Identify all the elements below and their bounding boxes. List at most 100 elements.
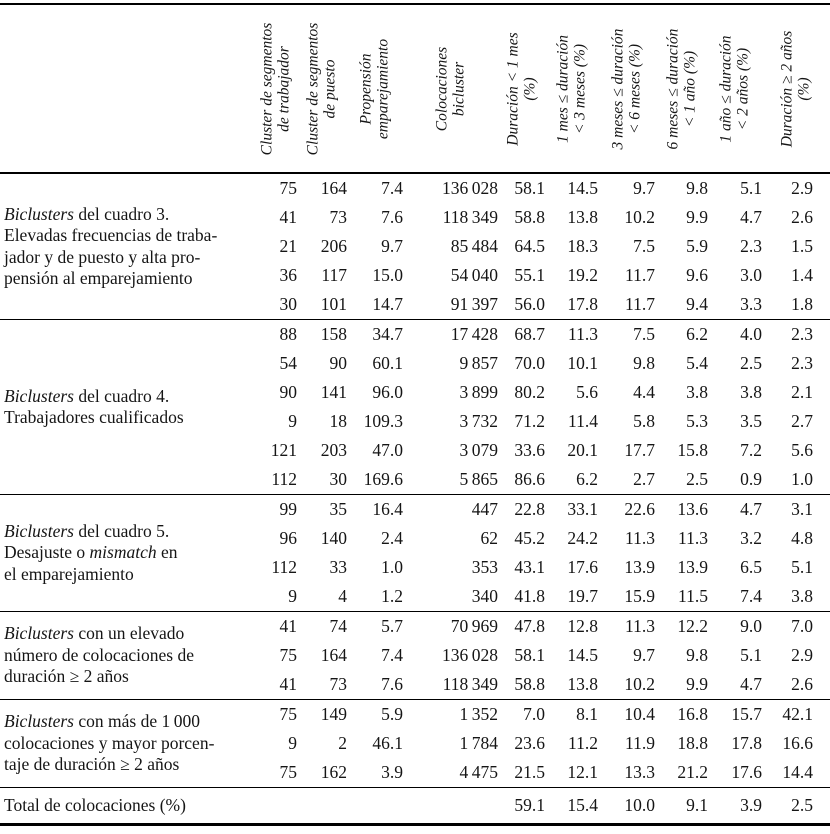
- cell-duracion-1-2anos: 9.0: [740, 616, 762, 636]
- cell-duracion-ge-2anos: 2.7: [791, 411, 813, 431]
- cell-colocaciones-bicluster: 447: [471, 499, 498, 519]
- cell-duracion-1-2anos: 15.7: [731, 704, 762, 724]
- cell-cluster-trabajador: 90: [279, 382, 298, 402]
- cell-duracion-3-6meses: 7.5: [633, 324, 655, 344]
- cell-cluster-trabajador: 30: [279, 294, 298, 314]
- total-label: Total de colocaciones (%): [4, 794, 186, 815]
- header-line: (%): [520, 76, 538, 101]
- cell-duracion-1-2anos: 3.3: [740, 294, 762, 314]
- cell-colocaciones-bicluster: 54 040: [450, 265, 498, 285]
- cell-duracion-6meses-1ano: 2.5: [686, 469, 708, 489]
- cell-cluster-trabajador: 75: [279, 178, 298, 198]
- rotated-header-text: Duración ≥ 2 años (%): [779, 9, 813, 169]
- cell-cluster-trabajador: 36: [279, 265, 298, 285]
- table-row: 54 90 60.1 9 857 70.0 10.1 9.8 5.4 2.5 2.3: [0, 349, 830, 378]
- rotated-header-text: Duración < 1 mes (%): [504, 9, 538, 169]
- cell-duracion-lt-1mes: 22.8: [514, 499, 545, 519]
- header-line: emparejamiento: [374, 38, 391, 139]
- cell-duracion-6meses-1ano: 9.6: [686, 265, 708, 285]
- cell-colocaciones-bicluster: 340: [471, 586, 498, 606]
- cell-duracion-6meses-1ano: 13.6: [677, 499, 708, 519]
- rotated-header-text: 1 mes ≤ duración < 3 meses (%): [554, 9, 588, 169]
- cell-duracion-1-3meses: 19.7: [567, 586, 598, 606]
- cell-duracion-3-6meses: 9.8: [633, 353, 655, 373]
- cell-duracion-1-2anos: 2.5: [740, 353, 762, 373]
- cell-cluster-puesto: 164: [320, 178, 347, 198]
- cell-cluster-puesto: 33: [329, 557, 348, 577]
- cell-cluster-puesto: 164: [320, 645, 347, 665]
- column-header-duracion-6meses-1ano: 6 meses ≤ duración < 1 año (%): [655, 4, 708, 173]
- cell-cluster-puesto: 74: [329, 616, 348, 636]
- cell-propension-emparejamiento: 2.4: [381, 528, 403, 548]
- cell-duracion-1-2anos: 0.9: [740, 469, 762, 489]
- cell-propension-emparejamiento: 34.7: [372, 324, 403, 344]
- table-row: 30 101 14.7 91 397 56.0 17.8 11.7 9.4 3.3 1.8: [0, 290, 830, 320]
- cell-duracion-6meses-1ano: 9.4: [686, 294, 708, 314]
- column-header-cluster-puesto: Cluster de segmentos de puesto: [297, 4, 347, 173]
- total-row: Total de colocaciones (%) 59.1 15.4 10.0 9.1…: [0, 788, 830, 825]
- cell-duracion-1-3meses: 17.8: [567, 294, 598, 314]
- total-cell-propension-emparejamiento: [347, 788, 403, 825]
- cell-colocaciones-bicluster: 118 349: [442, 207, 498, 227]
- cell-duracion-3-6meses: 4.4: [633, 382, 655, 402]
- total-section: Total de colocaciones (%) 59.1 15.4 10.0 9.1…: [0, 788, 830, 825]
- total-cell-duracion-1-3meses: 15.4: [567, 795, 598, 815]
- cell-cluster-puesto: 18: [329, 411, 348, 431]
- header-row: Cluster de segmentos de trabajador Cluster…: [0, 4, 830, 173]
- cell-duracion-ge-2anos: 2.9: [791, 178, 813, 198]
- cell-duracion-1-2anos: 17.6: [731, 762, 762, 782]
- cell-duracion-3-6meses: 13.9: [624, 557, 655, 577]
- cell-duracion-1-2anos: 4.0: [740, 324, 762, 344]
- total-cell-cluster-puesto: [297, 788, 347, 825]
- cell-colocaciones-bicluster: 4 475: [459, 762, 498, 782]
- cell-propension-emparejamiento: 169.6: [363, 469, 403, 489]
- cell-colocaciones-bicluster: 5 865: [459, 469, 498, 489]
- cell-duracion-1-3meses: 5.6: [576, 382, 598, 402]
- cell-duracion-ge-2anos: 1.8: [791, 294, 813, 314]
- row-group-5: Biclusters con más de 1 000 colocaciones…: [0, 700, 830, 788]
- cell-duracion-lt-1mes: 80.2: [514, 382, 545, 402]
- cell-duracion-3-6meses: 11.7: [625, 265, 655, 285]
- total-cell-duracion-ge-2anos: 2.5: [791, 795, 813, 815]
- table-row: 75 162 3.9 4 475 21.5 12.1 13.3 21.2 17.6 14.4: [0, 758, 830, 788]
- group-label-segment: mismatch: [89, 542, 157, 563]
- column-header-duracion-3-6meses: 3 meses ≤ duración < 6 meses (%): [598, 4, 655, 173]
- table-row: 9 2 46.1 1 784 23.6 11.2 11.9 18.8 17.8 16.6: [0, 729, 830, 758]
- cell-duracion-3-6meses: 15.9: [624, 586, 655, 606]
- group-label-segment: con un elevado número de colocaciones de…: [4, 623, 194, 687]
- table-row: Biclusters del cuadro 4. Trabajadores cu…: [0, 320, 830, 427]
- cell-duracion-ge-2anos: 1.5: [791, 236, 813, 256]
- cell-duracion-ge-2anos: 5.6: [791, 440, 813, 460]
- table-row: 121 203 47.0 3 079 33.6 20.1 17.7 15.8 7.2 5.6: [0, 436, 830, 465]
- cell-duracion-6meses-1ano: 5.3: [686, 411, 708, 431]
- cell-duracion-6meses-1ano: 15.8: [677, 440, 708, 460]
- cell-duracion-6meses-1ano: 12.2: [677, 616, 708, 636]
- cell-colocaciones-bicluster: 91 397: [450, 294, 498, 314]
- cell-duracion-3-6meses: 10.4: [624, 704, 655, 724]
- header-line: < 6 meses (%): [625, 43, 643, 134]
- cell-duracion-6meses-1ano: 11.3: [678, 528, 708, 548]
- rotated-header-text: 1 año ≤ duración < 2 años (%): [718, 9, 752, 169]
- group-label: Biclusters del cuadro 5. Desajuste o mis…: [0, 495, 255, 612]
- cell-duracion-3-6meses: 17.7: [624, 440, 655, 460]
- cell-duracion-1-3meses: 14.5: [567, 645, 598, 665]
- table-row: Biclusters del cuadro 3. Elevadas frecue…: [0, 173, 830, 288]
- cell-propension-emparejamiento: 5.9: [381, 704, 403, 724]
- cell-duracion-1-2anos: 5.1: [740, 645, 762, 665]
- cell-duracion-1-3meses: 11.4: [568, 411, 598, 431]
- header-line: Cluster de segmentos: [304, 22, 322, 155]
- cell-cluster-trabajador: 41: [279, 616, 298, 636]
- cell-duracion-3-6meses: 11.9: [625, 733, 655, 753]
- header-line: 1 mes ≤ duración: [554, 34, 571, 143]
- cell-duracion-1-2anos: 4.7: [740, 207, 762, 227]
- group-label-segment: Biclusters: [4, 623, 74, 644]
- cell-cluster-puesto: 149: [320, 704, 347, 724]
- table-row: Biclusters con un elevado número de colo…: [0, 612, 830, 686]
- cell-colocaciones-bicluster: 9 857: [459, 353, 498, 373]
- cell-colocaciones-bicluster: 3 079: [459, 440, 498, 460]
- cell-duracion-lt-1mes: 64.5: [514, 236, 545, 256]
- table-row: 90 141 96.0 3 899 80.2 5.6 4.4 3.8 3.8 2.1: [0, 378, 830, 407]
- cell-cluster-puesto: 2: [338, 733, 347, 753]
- group-label-segment: Biclusters: [4, 203, 74, 224]
- cell-duracion-1-3meses: 14.5: [567, 178, 598, 198]
